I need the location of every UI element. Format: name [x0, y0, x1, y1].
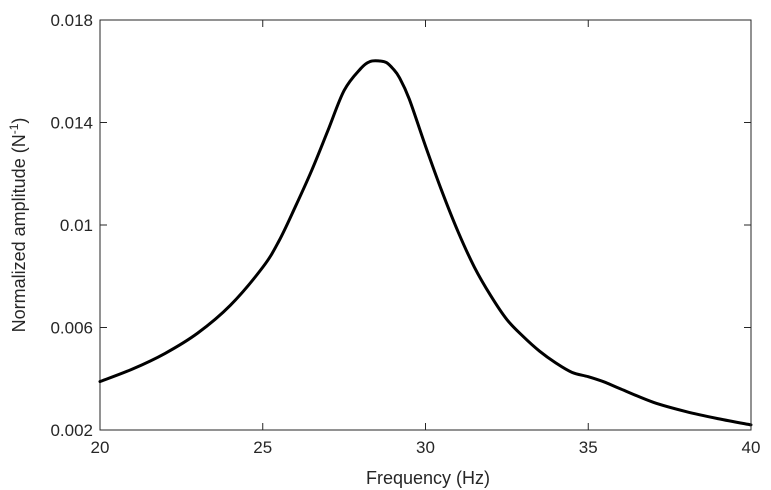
y-axis-label: Normalized amplitude (N-1) [7, 118, 29, 333]
y-axis-label-suffix: ) [9, 118, 29, 124]
y-axis-label-main: Normalized amplitude (N [9, 134, 29, 332]
y-tick-label: 0.014 [50, 114, 93, 133]
y-tick-label: 0.006 [50, 319, 93, 338]
x-axis-label: Frequency (Hz) [366, 468, 490, 488]
x-tick-label: 35 [579, 438, 598, 457]
y-tick-label: 0.01 [60, 216, 93, 235]
y-tick-label: 0.018 [50, 11, 93, 30]
x-axis-ticks: 20 25 30 35 40 [91, 20, 761, 457]
x-tick-label: 40 [742, 438, 761, 457]
y-tick-label: 0.002 [50, 421, 93, 440]
x-tick-label: 25 [253, 438, 272, 457]
amplitude-series-line [98, 59, 753, 427]
x-tick-label: 20 [91, 438, 110, 457]
y-axis-label-superscript: -1 [7, 123, 21, 134]
x-tick-label: 30 [416, 438, 435, 457]
y-axis-ticks: 0.002 0.006 0.01 0.014 0.018 [50, 11, 751, 440]
